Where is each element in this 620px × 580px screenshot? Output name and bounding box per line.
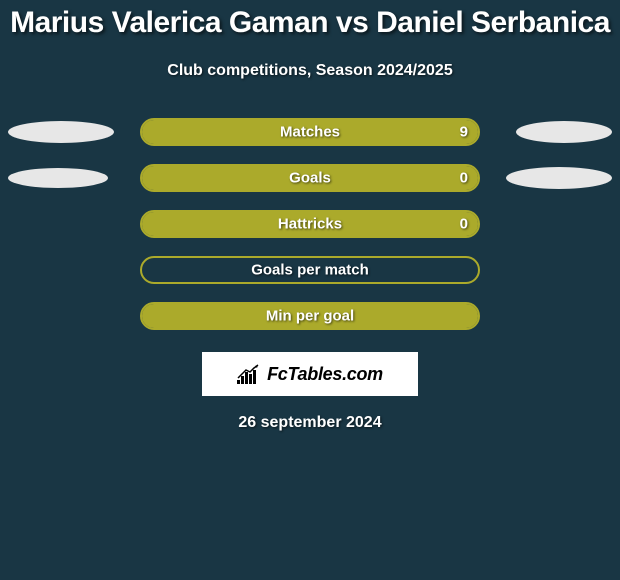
stat-label: Goals xyxy=(142,170,478,187)
stat-value-right: 9 xyxy=(460,124,468,141)
stat-label: Min per goal xyxy=(142,308,478,325)
logo-text: FcTables.com xyxy=(267,364,383,385)
oval-marker-left xyxy=(8,121,114,143)
stat-label: Goals per match xyxy=(142,262,478,279)
stat-label: Matches xyxy=(142,124,478,141)
stat-row: Matches9 xyxy=(0,118,620,146)
stat-bar: Matches9 xyxy=(140,118,480,146)
oval-marker-right xyxy=(516,121,612,143)
logo-box: FcTables.com xyxy=(202,352,418,396)
stat-label: Hattricks xyxy=(142,216,478,233)
comparison-chart: Matches9Goals0Hattricks0Goals per matchM… xyxy=(0,118,620,330)
stat-row: Goals per match xyxy=(0,256,620,284)
subtitle: Club competitions, Season 2024/2025 xyxy=(0,62,620,80)
page-title: Marius Valerica Gaman vs Daniel Serbanic… xyxy=(0,0,620,40)
stat-bar: Goals per match xyxy=(140,256,480,284)
stat-bar: Goals0 xyxy=(140,164,480,192)
stat-row: Hattricks0 xyxy=(0,210,620,238)
stat-row: Min per goal xyxy=(0,302,620,330)
stat-value-right: 0 xyxy=(460,170,468,187)
stat-bar: Min per goal xyxy=(140,302,480,330)
stat-bar: Hattricks0 xyxy=(140,210,480,238)
stat-row: Goals0 xyxy=(0,164,620,192)
fctables-icon xyxy=(237,364,261,384)
oval-marker-right xyxy=(506,167,612,189)
oval-marker-left xyxy=(8,168,108,188)
date-label: 26 september 2024 xyxy=(0,414,620,432)
stat-value-right: 0 xyxy=(460,216,468,233)
